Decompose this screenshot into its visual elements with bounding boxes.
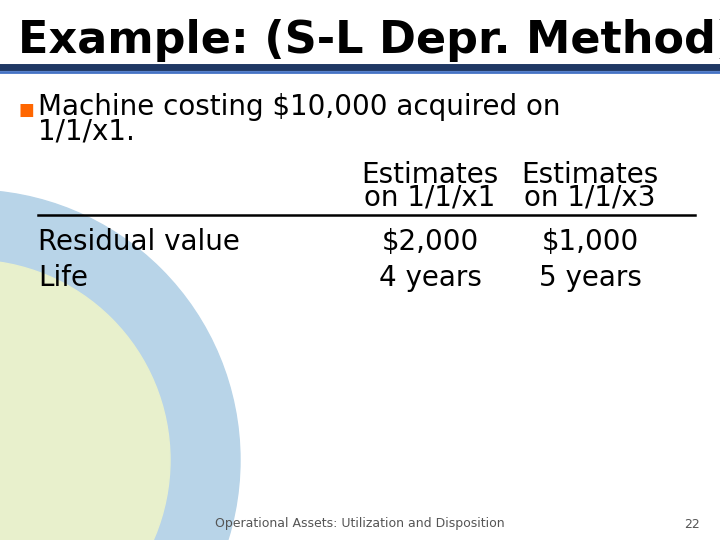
Text: 4 years: 4 years: [379, 264, 482, 292]
Circle shape: [0, 260, 170, 540]
Text: on 1/1/x1: on 1/1/x1: [364, 184, 495, 212]
Text: Residual value: Residual value: [38, 228, 240, 256]
Text: 1/1/x1.: 1/1/x1.: [38, 118, 135, 146]
Text: ■: ■: [18, 101, 34, 119]
Text: Estimates: Estimates: [521, 161, 659, 189]
Text: $2,000: $2,000: [382, 228, 479, 256]
Text: Operational Assets: Utilization and Disposition: Operational Assets: Utilization and Disp…: [215, 517, 505, 530]
Text: Machine costing $10,000 acquired on: Machine costing $10,000 acquired on: [38, 93, 560, 121]
Text: Example: (S-L Depr. Method): Example: (S-L Depr. Method): [18, 18, 720, 62]
Text: $1,000: $1,000: [541, 228, 639, 256]
Text: on 1/1/x3: on 1/1/x3: [524, 184, 656, 212]
Text: Life: Life: [38, 264, 88, 292]
Circle shape: [0, 190, 240, 540]
Text: Estimates: Estimates: [361, 161, 499, 189]
Text: 22: 22: [684, 517, 700, 530]
Text: 5 years: 5 years: [539, 264, 642, 292]
